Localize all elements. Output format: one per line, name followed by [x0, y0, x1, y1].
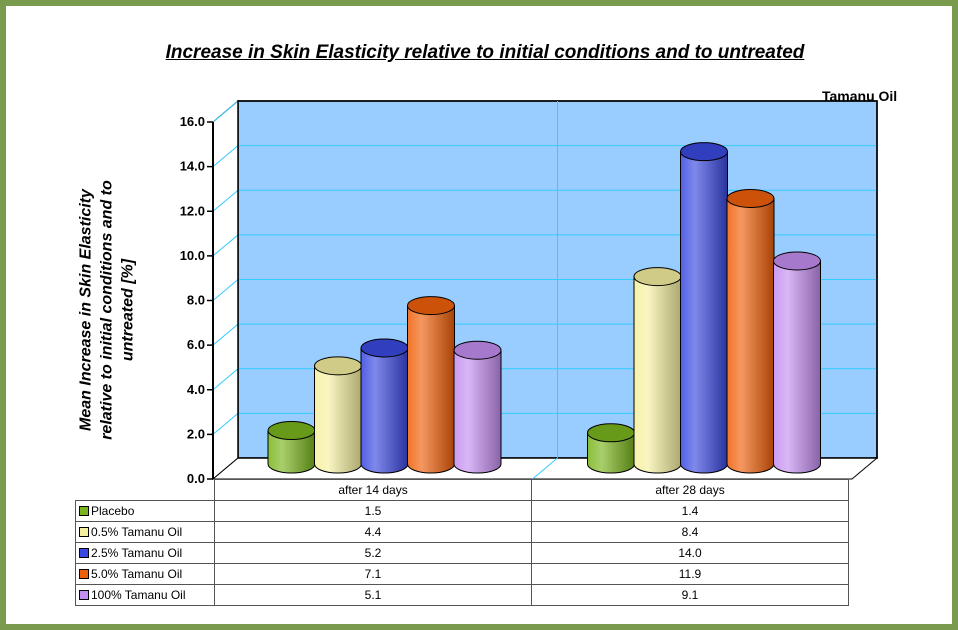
bar-top — [587, 423, 635, 443]
bar-top — [453, 340, 502, 360]
bar-top — [314, 356, 362, 376]
bar-body — [680, 151, 728, 474]
bar — [314, 356, 362, 474]
legend-entry: 5.0% Tamanu Oil — [75, 563, 215, 585]
table-row: 5.0% Tamanu Oil 7.1 11.9 — [75, 563, 849, 585]
table-row: 2.5% Tamanu Oil 5.2 14.0 — [75, 542, 849, 564]
table-cell: 5.1 — [214, 584, 532, 606]
table-cell: 11.9 — [531, 563, 849, 585]
bar — [267, 421, 316, 474]
table-cell: 9.1 — [531, 584, 849, 606]
data-table: after 14 days after 28 days Placebo 1.5 … — [75, 479, 849, 606]
legend-swatch — [79, 506, 89, 516]
table-row: Placebo 1.5 1.4 — [75, 500, 849, 522]
table-cell: 8.4 — [531, 521, 849, 543]
y-tick-label: 8.0 — [187, 293, 205, 308]
y-tick-label: 4.0 — [187, 382, 205, 397]
bar — [633, 267, 682, 474]
category-divider-floor — [532, 457, 558, 480]
gridline-side — [212, 234, 239, 257]
bar — [360, 338, 409, 474]
series-group-label: Tamanu Oil — [822, 88, 898, 104]
legend-swatch — [79, 569, 89, 579]
bar-body — [773, 260, 821, 474]
bar-body — [726, 197, 775, 474]
legend-label: 5.0% Tamanu Oil — [91, 567, 183, 581]
bar-body — [407, 305, 455, 474]
y-tick-label: 12.0 — [180, 203, 205, 218]
legend-label: 2.5% Tamanu Oil — [91, 546, 183, 560]
y-tick-label: 14.0 — [180, 159, 205, 174]
legend-entry: Placebo — [75, 500, 215, 522]
table-cell: 14.0 — [531, 542, 849, 564]
bar-top — [773, 251, 821, 271]
bar-body — [633, 276, 682, 474]
table-row: 100% Tamanu Oil 5.1 9.1 — [75, 584, 849, 606]
gridline-side — [212, 145, 239, 168]
bar-body — [453, 349, 502, 474]
y-tick-label: 10.0 — [180, 248, 205, 263]
table-corner — [75, 479, 215, 501]
legend-entry: 100% Tamanu Oil — [75, 584, 215, 606]
legend-swatch — [79, 548, 89, 558]
table-cell: 7.1 — [214, 563, 532, 585]
legend-swatch — [79, 590, 89, 600]
y-tick-label: 2.0 — [187, 426, 205, 441]
bar — [726, 188, 775, 474]
bar — [407, 296, 455, 474]
gridline-side — [212, 189, 239, 212]
table-cell: 1.5 — [214, 500, 532, 522]
gridline-side — [212, 412, 239, 435]
bar-body — [314, 365, 362, 474]
y-tick-label: 16.0 — [180, 114, 205, 129]
bar-top — [360, 338, 409, 358]
y-tick-label: 6.0 — [187, 337, 205, 352]
legend-entry: 0.5% Tamanu Oil — [75, 521, 215, 543]
bar — [587, 423, 635, 474]
bar-top — [726, 188, 775, 208]
table-cell: 1.4 — [531, 500, 849, 522]
gridline-side — [212, 100, 239, 123]
bar-top — [680, 142, 728, 162]
legend-label: Placebo — [91, 504, 135, 518]
table-row: 0.5% Tamanu Oil 4.4 8.4 — [75, 521, 849, 543]
table-cell: 5.2 — [214, 542, 532, 564]
bar-body — [360, 347, 409, 474]
gridline-side — [212, 323, 239, 346]
bar — [773, 251, 821, 474]
category-label: after 28 days — [531, 479, 849, 501]
legend-label: 0.5% Tamanu Oil — [91, 525, 183, 539]
bar-top — [267, 421, 316, 441]
table-cell: 4.4 — [214, 521, 532, 543]
legend-label: 100% Tamanu Oil — [91, 588, 186, 602]
bar — [680, 142, 728, 474]
bar-top — [633, 267, 682, 287]
gridline-side — [212, 279, 239, 301]
legend-entry: 2.5% Tamanu Oil — [75, 542, 215, 564]
category-label: after 14 days — [214, 479, 532, 501]
legend-swatch — [79, 527, 89, 537]
table-header-row: after 14 days after 28 days — [75, 479, 849, 501]
gridline-side — [212, 368, 239, 391]
bar-top — [407, 296, 455, 316]
chart-title: Increase in Skin Elasticity relative to … — [165, 42, 805, 63]
bar — [453, 340, 502, 474]
